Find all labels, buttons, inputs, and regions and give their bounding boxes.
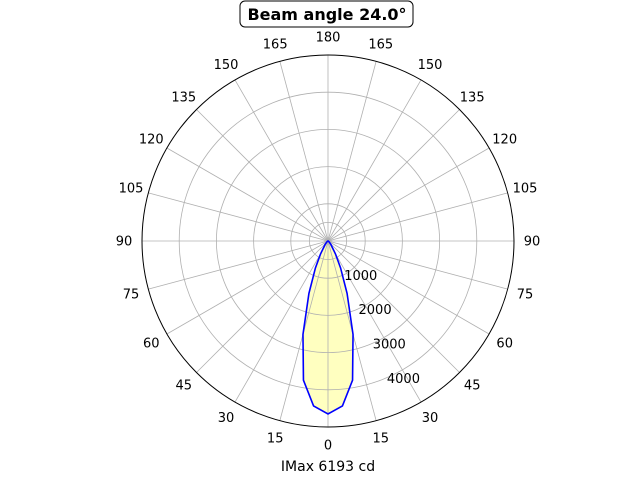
angle-gridline — [327, 79, 422, 242]
angle-gridline — [279, 61, 329, 242]
title-frame — [239, 0, 414, 28]
angle-tick-label: 90 — [524, 235, 541, 250]
angle-gridline — [327, 147, 490, 242]
angle-tick-label: 165 — [368, 38, 393, 53]
angle-gridline — [196, 109, 329, 242]
angle-gridline — [327, 240, 422, 403]
angle-tick-label: 180 — [316, 31, 341, 46]
tick-label-layer: 0 15 30 45 60 75 90 105 120 135 150 165 180 165 150 135… — [116, 31, 541, 454]
angle-gridline — [327, 109, 460, 242]
angle-tick-label: 150 — [214, 58, 239, 73]
angle-gridline — [166, 147, 329, 242]
radial-tick-label: 3000 — [373, 338, 406, 353]
angle-tick-label: 135 — [171, 90, 196, 105]
angle-tick-label: 0 — [324, 439, 332, 454]
angle-gridline — [327, 61, 377, 242]
angle-gridline — [148, 192, 329, 242]
angle-gridline — [196, 240, 329, 373]
angle-tick-label: 30 — [218, 411, 235, 426]
radial-tick-label: 1000 — [344, 269, 377, 284]
angle-tick-label: 165 — [263, 38, 288, 53]
angle-tick-label: 120 — [139, 133, 164, 148]
angle-tick-label: 15 — [373, 432, 390, 447]
angle-tick-label: 135 — [460, 90, 485, 105]
angle-tick-label: 60 — [143, 337, 160, 352]
beam-curve-layer — [302, 240, 354, 415]
angle-tick-label: 45 — [464, 379, 481, 394]
angle-gridline — [148, 240, 329, 290]
angle-tick-label: 120 — [492, 133, 517, 148]
angle-gridline — [234, 79, 329, 242]
angle-tick-label: 60 — [496, 337, 513, 352]
angle-gridline — [327, 240, 508, 290]
angle-tick-label: 30 — [422, 411, 439, 426]
angle-gridline — [234, 240, 329, 403]
polar-frame — [141, 54, 515, 428]
radial-tick-label: 2000 — [359, 303, 392, 318]
polar-grid — [141, 54, 515, 428]
angle-gridline — [327, 240, 490, 335]
angle-tick-label: 90 — [116, 235, 133, 250]
angle-tick-label: 45 — [176, 379, 193, 394]
angle-tick-label: 75 — [123, 287, 140, 302]
title-box: Beam angle 24.0° — [239, 0, 414, 28]
angle-tick-label: 105 — [119, 182, 144, 197]
chart-title: Beam angle 24.0° — [247, 5, 406, 24]
radial-tick-label: 4000 — [387, 372, 420, 387]
angle-tick-label: 105 — [513, 182, 538, 197]
beam-curve — [302, 240, 354, 415]
angle-tick-label: 15 — [267, 432, 284, 447]
x-axis-label: IMax 6193 cd — [281, 459, 375, 475]
angle-tick-label: 150 — [418, 58, 443, 73]
angle-tick-label: 75 — [517, 287, 534, 302]
angle-gridline — [327, 240, 460, 373]
angle-gridline — [327, 192, 508, 242]
angle-gridline — [166, 240, 329, 335]
